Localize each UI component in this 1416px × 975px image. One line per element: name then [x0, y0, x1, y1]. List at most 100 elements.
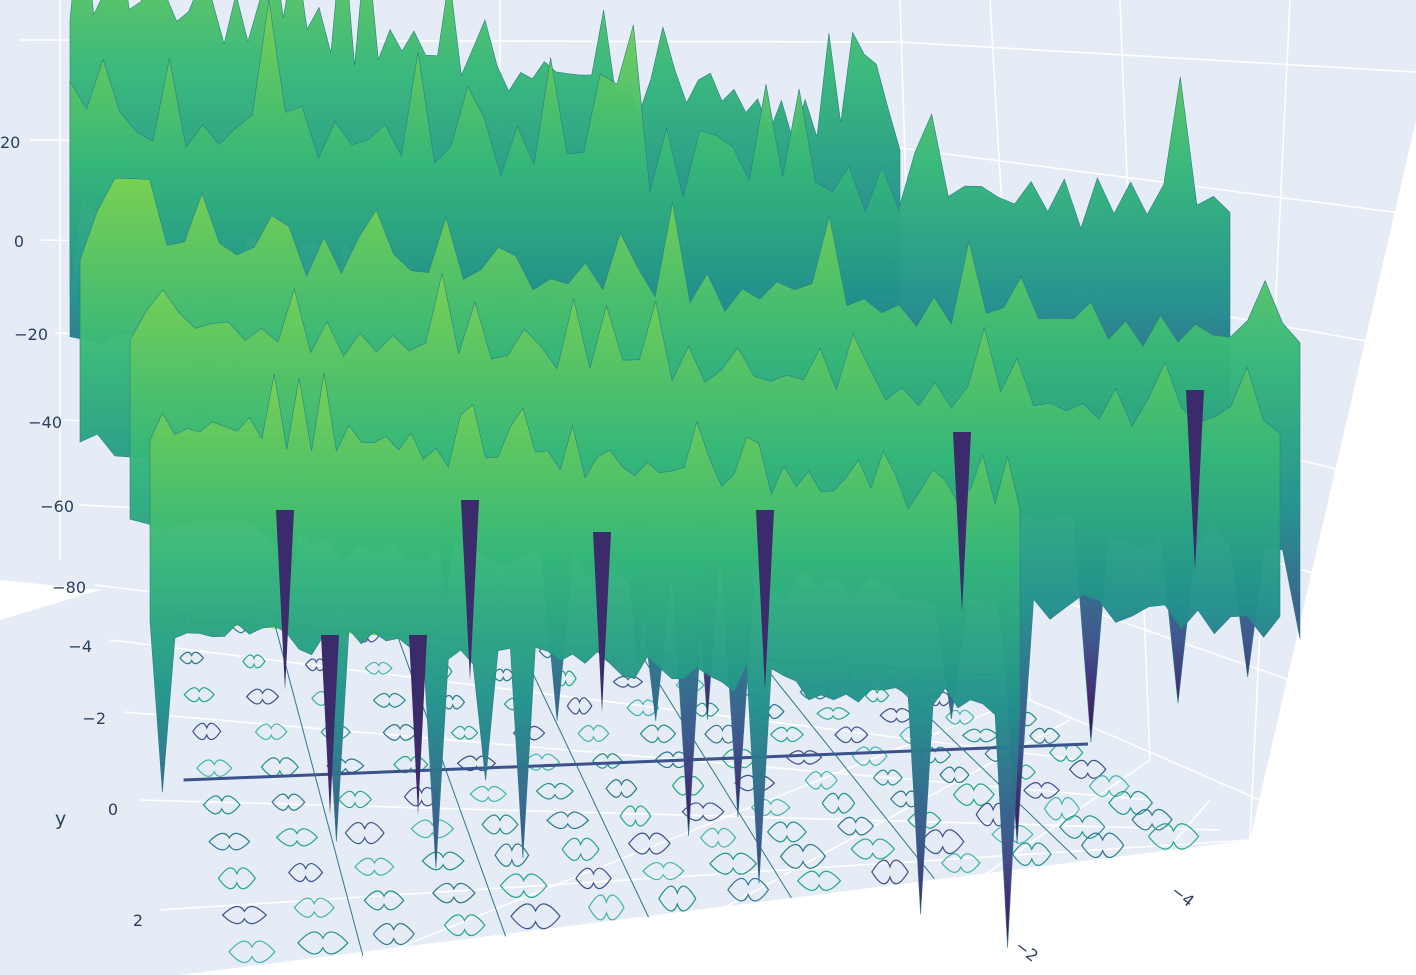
- contour-loop: [871, 859, 909, 885]
- floor-plane: [0, 590, 1250, 975]
- contour-loop: [363, 890, 405, 911]
- contour-loop: [952, 783, 995, 806]
- contour-loop: [1068, 759, 1107, 779]
- contour-loop: [605, 779, 638, 798]
- contour-loop: [354, 857, 395, 876]
- contour-loop: [785, 750, 823, 765]
- contour-loop: [228, 940, 276, 963]
- contour-loop: [658, 885, 697, 912]
- contour-loop: [469, 785, 507, 802]
- gridline: [839, 759, 1151, 975]
- x-tick-label: −4: [1168, 881, 1198, 910]
- contour-loop: [864, 688, 890, 703]
- contour-loop: [699, 827, 737, 848]
- contour-loop: [523, 753, 561, 771]
- contour-loop: [612, 675, 644, 688]
- contour-loop: [546, 811, 590, 830]
- contour-loop: [1059, 815, 1106, 839]
- contour-loop: [1080, 832, 1125, 858]
- contour-loop: [202, 795, 241, 815]
- gridline: [139, 799, 1221, 831]
- gridline: [159, 839, 1251, 911]
- contour-loop: [271, 793, 306, 811]
- contour-loop: [693, 702, 720, 717]
- z-tick-label: 0: [14, 232, 24, 251]
- contour-loop: [254, 723, 288, 740]
- contour-loop: [421, 851, 465, 871]
- contour-loop: [499, 873, 548, 898]
- contour-loop: [481, 814, 519, 835]
- contour-loop: [821, 792, 856, 814]
- contour-loop: [779, 843, 827, 869]
- z-tick-label: −40: [28, 413, 62, 432]
- contour-loop: [443, 914, 486, 937]
- contour-loop: [945, 709, 975, 725]
- y-tick-label: 2: [133, 911, 143, 930]
- y-tick-label: −4: [68, 637, 92, 656]
- contour-loop: [619, 805, 652, 827]
- contour-loop: [1043, 797, 1080, 821]
- surface-spike: [593, 532, 611, 712]
- contour-loop: [1147, 823, 1200, 850]
- contour-loop: [432, 882, 476, 904]
- contour-loop: [872, 769, 903, 786]
- contour-loop: [1023, 782, 1060, 799]
- contour-loop: [850, 838, 896, 860]
- contour-loop: [183, 687, 215, 703]
- contour-loop: [208, 832, 251, 851]
- contour-loop: [1011, 842, 1052, 866]
- contour-loop: [338, 790, 373, 809]
- contour-loop: [796, 870, 842, 891]
- contour-loop: [510, 903, 561, 930]
- contour-loop: [727, 877, 770, 902]
- gridline: [124, 711, 1151, 801]
- contour-loop: [592, 753, 623, 769]
- surface-band-front: [149, 372, 1021, 948]
- contour-loop: [816, 707, 851, 720]
- contour-loop: [275, 828, 319, 847]
- contour-loop: [734, 774, 776, 792]
- z-tick-label: −60: [40, 497, 74, 516]
- surface-spike: [321, 635, 339, 815]
- contour-loop: [1131, 808, 1173, 831]
- contour-loop: [450, 725, 479, 740]
- contour-loop: [179, 651, 205, 665]
- contour-loop: [440, 694, 466, 710]
- contour-loop: [626, 699, 660, 717]
- contour-loop: [196, 759, 233, 777]
- surface-spike: [409, 635, 427, 815]
- surface-mesh[interactable]: [69, 0, 1301, 948]
- surface-spike: [276, 510, 294, 690]
- contour-loop: [941, 853, 981, 873]
- contour-loop: [627, 832, 671, 855]
- contour-loop: [766, 821, 807, 843]
- x-tick-label: −2: [1012, 936, 1042, 965]
- contour-loop: [494, 843, 530, 867]
- contour-loop: [577, 724, 610, 742]
- surface-spike: [1186, 390, 1204, 570]
- contour-loop: [1108, 791, 1154, 815]
- contour-loop: [1029, 727, 1061, 744]
- contour-loop: [837, 816, 875, 836]
- contour-loop: [642, 862, 685, 881]
- contour-loop: [769, 726, 804, 743]
- contour-loop: [851, 746, 888, 766]
- contour-loop: [554, 670, 577, 687]
- contour-line: [756, 656, 935, 879]
- contour-loop: [297, 931, 349, 955]
- contour-loop: [456, 755, 497, 772]
- z-tick-label: −80: [52, 578, 86, 597]
- y-tick-label: 0: [108, 800, 118, 819]
- contour-loop: [804, 771, 838, 790]
- contour-loop: [410, 819, 455, 839]
- contour-line: [513, 634, 650, 918]
- z-tick-label: −20: [14, 325, 48, 344]
- contour-loop: [920, 829, 965, 855]
- contour-loop: [221, 905, 268, 925]
- contour-loop: [535, 782, 574, 800]
- gridline: [1059, 799, 1211, 975]
- contour-loop: [588, 894, 625, 921]
- z-tick-label: 20: [0, 133, 20, 152]
